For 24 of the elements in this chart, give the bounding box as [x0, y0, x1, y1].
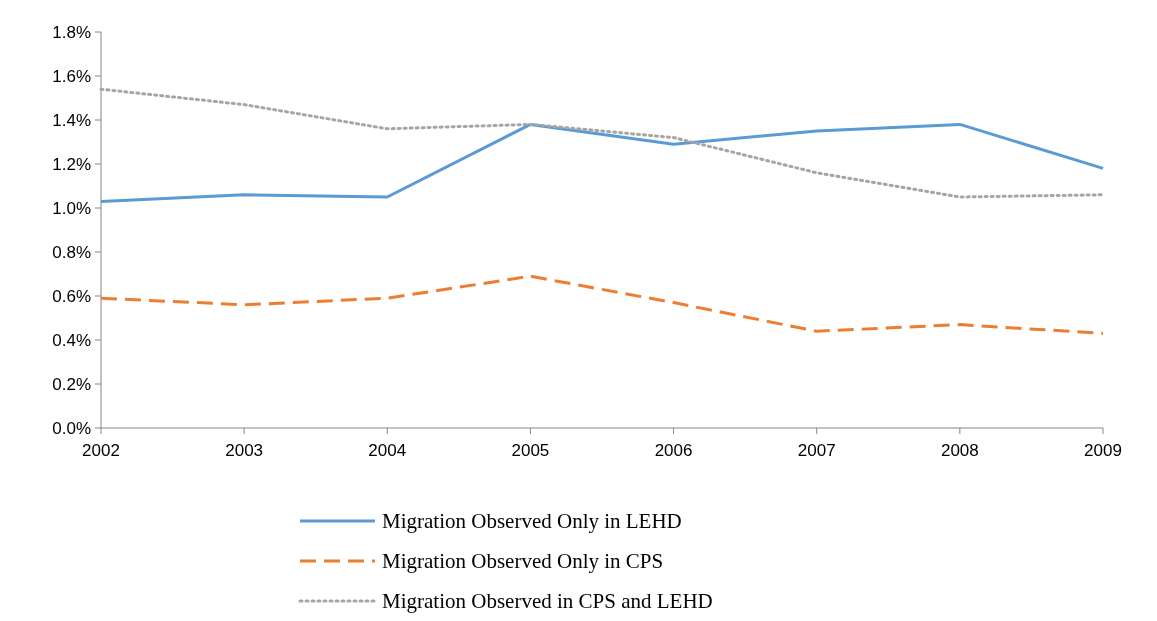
y-tick-label: 1.2%	[52, 154, 91, 174]
legend-label: Migration Observed Only in CPS	[382, 549, 664, 574]
y-tick-label: 0.8%	[52, 242, 91, 262]
x-tick-label: 2008	[940, 441, 979, 460]
legend-label: Migration Observed in CPS and LEHD	[382, 589, 713, 614]
legend-label: Migration Observed Only in LEHD	[382, 509, 682, 534]
y-tick-label: 0.0%	[52, 418, 91, 438]
x-tick-label: 2005	[511, 441, 550, 460]
x-tick-label: 2003	[225, 441, 264, 460]
x-tick-label: 2002	[82, 441, 120, 460]
y-tick-label: 0.6%	[52, 286, 91, 306]
y-tick-label: 0.4%	[52, 330, 91, 350]
line-series	[99, 87, 1105, 199]
x-tick-label: 2006	[654, 441, 693, 460]
x-tick-label: 2009	[1084, 441, 1122, 460]
y-tick-label: 1.4%	[52, 110, 91, 130]
y-tick-label: 1.0%	[52, 198, 91, 218]
line-series	[99, 274, 1105, 335]
line-series	[99, 122, 1105, 203]
x-tick-label: 2007	[797, 441, 836, 460]
y-tick-label: 1.8%	[52, 22, 91, 42]
y-tick-label: 1.6%	[52, 66, 91, 86]
y-tick-label: 0.2%	[52, 374, 91, 394]
x-tick-label: 2004	[368, 441, 407, 460]
